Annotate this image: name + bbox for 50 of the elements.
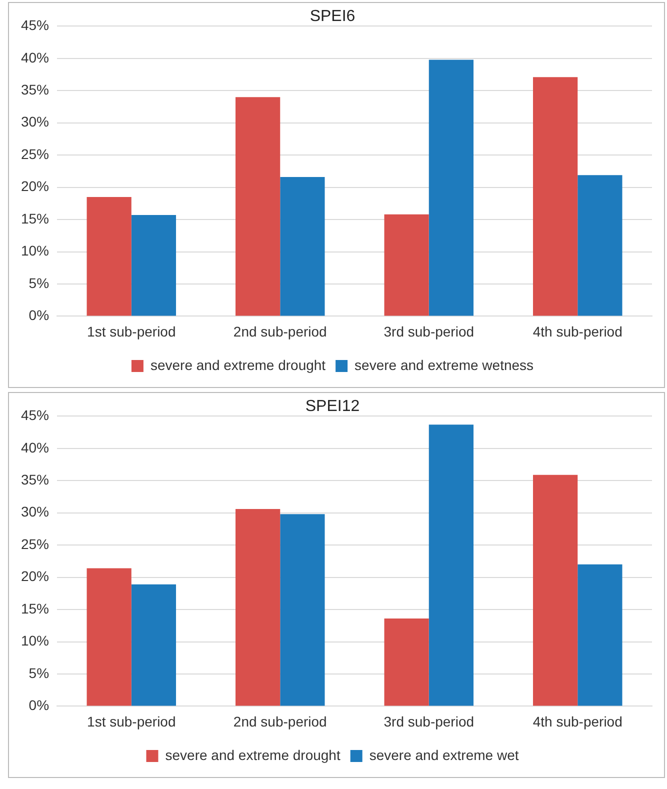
bar: [578, 175, 622, 316]
x-tick-label: 1st sub-period: [87, 323, 176, 340]
y-tick-label: 45%: [20, 17, 50, 34]
legend-label: severe and extreme wetness: [354, 356, 534, 373]
bar: [428, 60, 474, 316]
y-tick-label: 0%: [28, 307, 50, 324]
y-tick-label: 35%: [20, 82, 50, 98]
x-tick-label: 1st sub-period: [87, 713, 176, 730]
x-tick-label: 4th sub-period: [532, 713, 622, 730]
legend-label: severe and extreme wet: [369, 746, 519, 763]
bar: [280, 177, 325, 316]
y-tick-label: 30%: [20, 504, 50, 520]
x-tick-label: 2nd sub-period: [233, 713, 327, 730]
legend-label: severe and extreme drought: [165, 746, 340, 763]
y-tick-label: 10%: [20, 242, 50, 259]
y-tick-label: 45%: [20, 407, 50, 424]
y-tick-label: 15%: [20, 600, 50, 616]
y-tick-label: 5%: [28, 664, 50, 681]
bar: [533, 474, 578, 706]
x-tick-label: 3rd sub-period: [384, 323, 474, 340]
y-tick-label: 35%: [20, 472, 50, 488]
bar: [131, 215, 176, 316]
y-tick-label: 20%: [20, 568, 50, 584]
chart-title: SPEI6: [310, 8, 356, 26]
bar: [384, 618, 429, 706]
y-tick-label: 10%: [20, 632, 50, 649]
y-tick-label: 0%: [28, 697, 50, 714]
bar: [236, 509, 280, 706]
y-tick-label: 5%: [28, 274, 50, 291]
bar: [533, 77, 578, 316]
bar: [428, 424, 474, 706]
y-tick-label: 40%: [20, 49, 50, 66]
bar: [86, 196, 132, 316]
bar: [384, 214, 429, 316]
x-tick-label: 2nd sub-period: [233, 323, 327, 340]
x-tick-label: 3rd sub-period: [384, 713, 474, 730]
chart-title: SPEI12: [305, 398, 360, 416]
bar: [236, 97, 280, 316]
bar: [86, 568, 132, 706]
bar: [131, 584, 176, 706]
x-tick-label: 4th sub-period: [532, 323, 622, 340]
bar: [280, 514, 325, 706]
y-tick-label: 15%: [20, 210, 50, 226]
y-tick-label: 40%: [20, 439, 50, 456]
y-tick-label: 20%: [20, 178, 50, 194]
legend-label: severe and extreme drought: [150, 356, 326, 373]
y-tick-label: 25%: [20, 536, 50, 552]
y-tick-label: 30%: [20, 114, 50, 130]
y-tick-label: 25%: [20, 146, 50, 162]
bar: [578, 564, 622, 706]
